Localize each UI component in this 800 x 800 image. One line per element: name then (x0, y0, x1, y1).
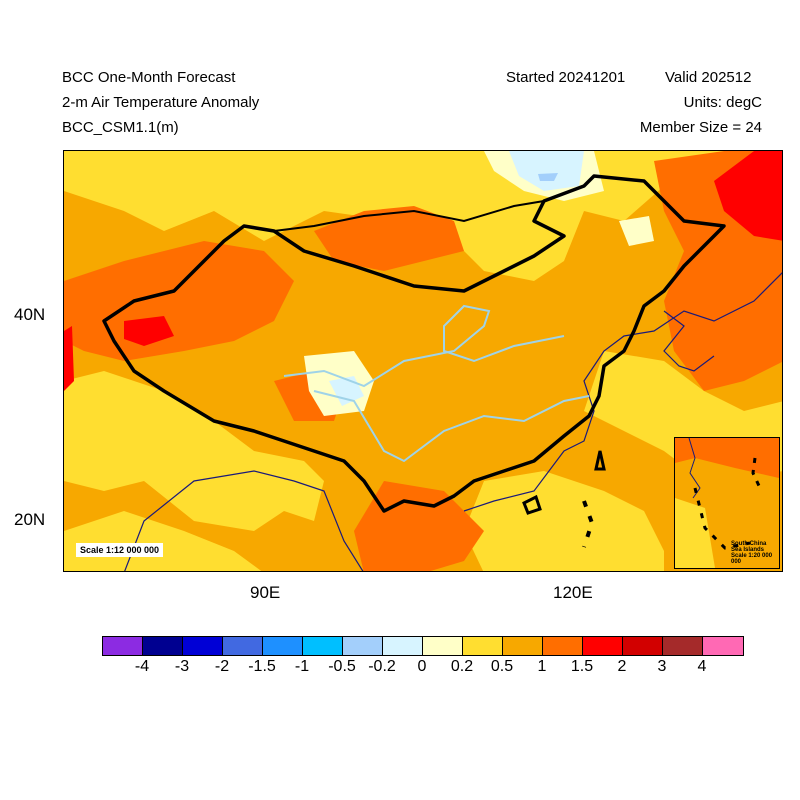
legend-tick-label: 2 (617, 658, 627, 675)
yangtze-river (313, 390, 590, 463)
lat-label-40n: 40N (14, 305, 46, 324)
legend-tick-label: -2 (214, 658, 230, 675)
legend-tick-label: -1 (294, 658, 310, 675)
mongolia-border (273, 200, 545, 232)
legend-swatch (703, 637, 743, 655)
valid-label: Valid 202512 (665, 69, 752, 86)
anomaly-field-red-edge (64, 326, 74, 391)
taiwan-island (594, 450, 606, 471)
legend-swatch (343, 637, 383, 655)
legend-tick-label: 3 (657, 658, 667, 675)
inset-caption-line: South China (731, 541, 767, 547)
member-size-label: Member Size = 24 (639, 119, 762, 136)
legend-tick-label: 1 (537, 658, 547, 675)
legend-swatch (303, 637, 343, 655)
legend-tick-label: 4 (697, 658, 707, 675)
anomaly-map: Scale 1:12 000 000 South China Sea Islan… (63, 150, 783, 572)
legend-tick-label: 0 (417, 658, 427, 675)
legend-swatch (103, 637, 143, 655)
coastline-east (463, 272, 782, 512)
units-label: Units: degC (683, 94, 762, 111)
legend-swatch (383, 637, 423, 655)
started-label: Started 20241201 (506, 69, 626, 86)
anomaly-field-red-northeast (714, 151, 782, 241)
inset-map (675, 438, 779, 568)
legend-swatch (423, 637, 463, 655)
coastline-india (124, 470, 364, 571)
legend-swatch (623, 637, 663, 655)
legend-tick-label: -3 (174, 658, 190, 675)
south-china-sea-inset: South China Sea Islands Scale 1:20 000 0… (674, 437, 780, 569)
model-label: BCC_CSM1.1(m) (62, 119, 179, 136)
china-border (102, 174, 726, 513)
legend-tick-label: -0.2 (368, 658, 396, 675)
hainan-island (522, 494, 542, 515)
yellow-river (283, 304, 565, 388)
legend-tick-label: 1.5 (570, 658, 594, 675)
variable-label: 2-m Air Temperature Anomaly (62, 94, 260, 111)
anomaly-field-darkorange-southeast (354, 481, 484, 571)
legend-tick-label: 0.2 (450, 658, 474, 675)
legend-tick-label: -1.5 (248, 658, 276, 675)
anomaly-field-darkorange-mongolia (314, 206, 464, 271)
legend-swatch (463, 637, 503, 655)
legend-swatch (183, 637, 223, 655)
lon-label-90e: 90E (250, 583, 281, 602)
coastline-korea (663, 310, 715, 372)
legend-swatch (503, 637, 543, 655)
legend-swatch (263, 637, 303, 655)
legend-tick-label: -0.5 (328, 658, 356, 675)
map-title: BCC One-Month Forecast (62, 69, 236, 86)
inset-caption-line: Scale 1:20 000 000 (731, 553, 773, 565)
legend-tick-label: -4 (134, 658, 150, 675)
inset-caption-line: Sea Islands (731, 547, 765, 553)
anomaly-field-darkorange-northwest (64, 241, 294, 361)
anomaly-field-blue-spot (538, 173, 558, 181)
legend-swatch (223, 637, 263, 655)
lon-label-120e: 120E (553, 583, 593, 602)
legend-swatch (583, 637, 623, 655)
color-legend (102, 636, 744, 656)
map-canvas (64, 151, 782, 571)
legend-swatch (543, 637, 583, 655)
legend-swatch (143, 637, 183, 655)
legend-tick-label: 0.5 (490, 658, 514, 675)
anomaly-field-red-west (124, 316, 174, 346)
lat-label-20n: 20N (14, 510, 46, 529)
anomaly-field-lightblue-north (509, 151, 584, 191)
anomaly-field-lightyellow-ne (619, 216, 654, 246)
inset-caption: South China Sea Islands Scale 1:20 000 0… (731, 541, 779, 565)
anomaly-field-yellow-west (64, 371, 324, 531)
legend-swatch (663, 637, 703, 655)
scale-label: Scale 1:12 000 000 (76, 543, 164, 557)
